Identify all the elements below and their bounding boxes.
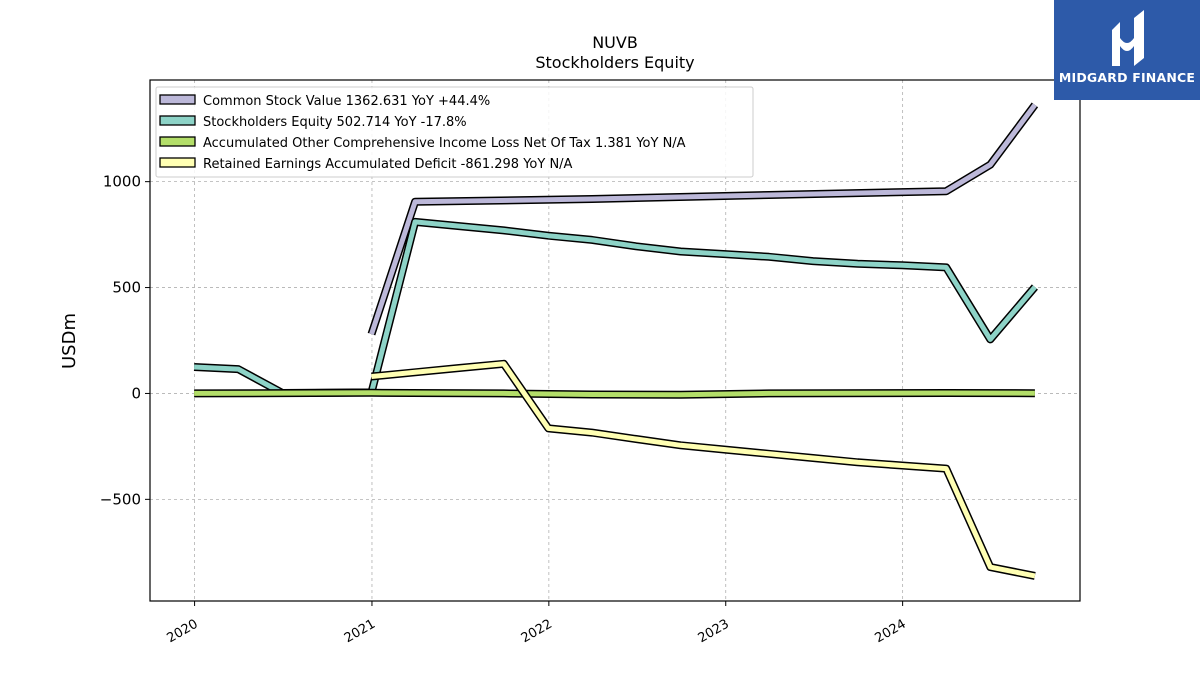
legend-label-2: Stockholders Equity 502.714 YoY -17.8% (203, 115, 467, 130)
series-layer (193, 102, 1039, 580)
legend: Common Stock Value 1362.631 YoY +44.4% St… (155, 86, 754, 178)
y-tick-label: 1000 (103, 173, 141, 191)
series-outline-2 (193, 217, 1038, 397)
legend-label-1: Common Stock Value 1362.631 YoY +44.4% (203, 94, 490, 109)
x-tick-label: 2022 (519, 617, 555, 647)
series-line-2 (193, 219, 1037, 396)
legend-swatch-3 (159, 136, 196, 147)
chart-title: NUVB (592, 33, 638, 52)
y-axis-label: USDm (59, 313, 80, 369)
legend-swatch-4 (159, 157, 196, 168)
brand-name: MIDGARD FINANCE (1058, 70, 1196, 85)
legend-frame (155, 86, 754, 178)
legend-label-4: Retained Earnings Accumulated Deficit -8… (203, 157, 573, 172)
midgard-logo-icon (1112, 10, 1144, 66)
legend-label-3: Accumulated Other Comprehensive Income L… (203, 136, 686, 151)
x-tick-label: 2024 (873, 617, 909, 647)
x-tick-label: 2021 (342, 617, 378, 647)
legend-swatch-1 (159, 94, 196, 105)
plot-frame (149, 79, 1081, 602)
y-tick-label: 500 (112, 279, 141, 297)
series-line-3 (194, 390, 1035, 398)
ticks-layer: 2020 2021 2022 2023 2024 −500 0 500 1000 (100, 173, 909, 647)
y-tick-label: 0 (131, 384, 141, 402)
x-tick-label: 2023 (696, 617, 732, 647)
x-tick-label: 2020 (164, 617, 200, 647)
series-line-4 (371, 361, 1036, 579)
legend-swatch-2 (159, 115, 196, 126)
series-line-1 (369, 103, 1037, 335)
y-tick-label: −500 (100, 490, 141, 508)
brand-badge: MIDGARD FINANCE (1054, 0, 1200, 100)
chart-subtitle: Stockholders Equity (535, 53, 694, 72)
